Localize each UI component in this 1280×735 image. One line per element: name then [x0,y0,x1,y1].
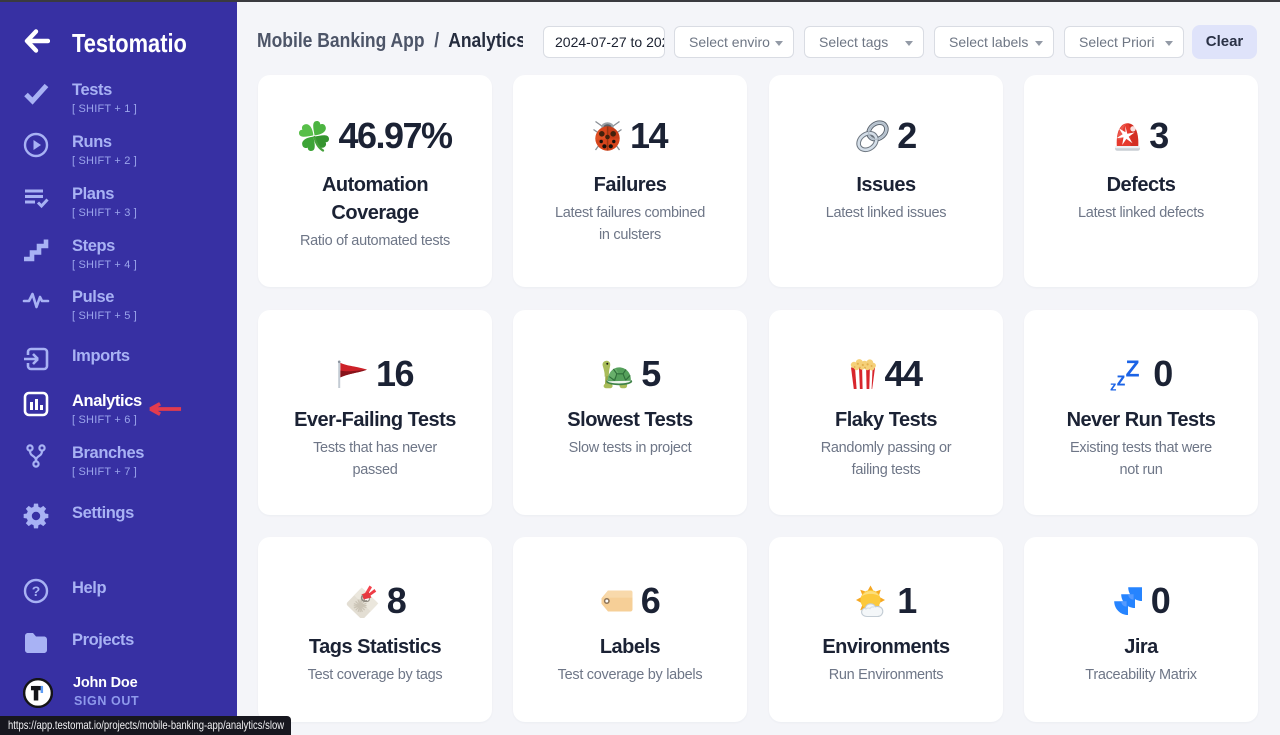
svg-text:z: z [1110,378,1117,391]
svg-text:z: z [1117,369,1126,389]
svg-text:Z: Z [1126,358,1140,382]
svg-text:?: ? [32,583,41,599]
